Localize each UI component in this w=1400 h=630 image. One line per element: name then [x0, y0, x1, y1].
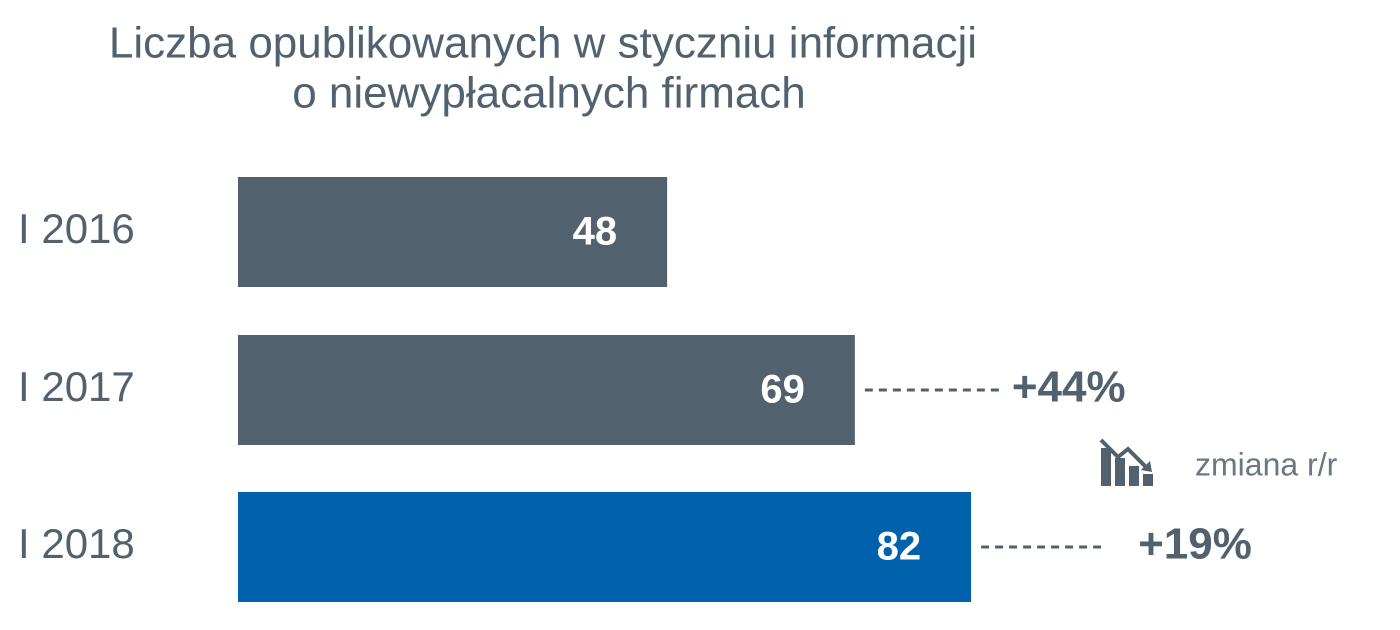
- value-label: 82: [877, 525, 922, 569]
- y-tick-label: I 2016: [18, 205, 135, 252]
- chart-title: Liczba opublikowanych w styczniu informa…: [109, 19, 977, 68]
- y-tick-label: I 2018: [18, 520, 135, 567]
- legend-label: zmiana r/r: [1195, 446, 1338, 482]
- value-label: 48: [573, 210, 618, 254]
- bar: [238, 335, 855, 445]
- value-label: 69: [760, 368, 805, 412]
- legend-icon: [1099, 438, 1153, 486]
- bar: [238, 177, 668, 287]
- bar: [238, 492, 972, 602]
- change-label: +44%: [1012, 363, 1126, 412]
- y-tick-label: I 2017: [18, 363, 135, 410]
- chart-title: o niewypłacalnych firmach: [292, 69, 806, 118]
- change-label: +19%: [1138, 520, 1252, 569]
